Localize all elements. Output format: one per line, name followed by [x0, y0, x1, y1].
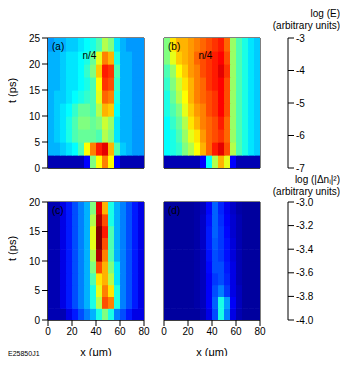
svg-text:-3.6: -3.6	[296, 267, 314, 278]
svg-text:-4.0: -4.0	[296, 315, 314, 326]
svg-text:-4: -4	[296, 65, 305, 76]
svg-text:-3.4: -3.4	[296, 244, 314, 255]
svg-text:n/4: n/4	[198, 50, 212, 61]
svg-text:40: 40	[90, 326, 102, 337]
svg-text:10: 10	[29, 256, 41, 267]
svg-text:-3.8: -3.8	[296, 291, 314, 302]
svg-text:15: 15	[29, 226, 41, 237]
svg-text:-6: -6	[296, 130, 305, 141]
html-text:(b): (b)	[168, 41, 181, 52]
svg-text:t (ps): t (ps)	[8, 78, 18, 103]
svg-text:-7: -7	[296, 163, 305, 174]
html-text:log (|Δnᵢ|²): log (|Δnᵢ|²)	[294, 174, 340, 185]
svg-text:x (μm): x (μm)	[80, 346, 111, 356]
svg-text:20: 20	[66, 326, 78, 337]
html-text:(a): (a)	[52, 41, 65, 52]
svg-text:60: 60	[114, 326, 126, 337]
html-text:(arbitrary units): (arbitrary units)	[272, 20, 340, 31]
svg-text:60: 60	[230, 326, 242, 337]
svg-text:25: 25	[29, 33, 41, 44]
svg-text:x (μm): x (μm)	[196, 346, 227, 356]
svg-text:0: 0	[34, 163, 40, 174]
svg-text:-3.0: -3.0	[296, 197, 314, 208]
html-text:(c): (c)	[52, 205, 64, 216]
html-text:(arbitrary units): (arbitrary units)	[272, 186, 340, 197]
svg-text:20: 20	[182, 326, 194, 337]
svg-text:40: 40	[206, 326, 218, 337]
svg-text:15: 15	[29, 85, 41, 96]
svg-text:0: 0	[161, 326, 167, 337]
html-text:(d): (d)	[168, 205, 181, 216]
svg-text:0: 0	[45, 326, 51, 337]
html-text:E25850J1: E25850J1	[8, 350, 40, 357]
svg-text:-3.2: -3.2	[296, 220, 314, 231]
svg-text:5: 5	[34, 137, 40, 148]
svg-text:-3: -3	[296, 33, 305, 44]
svg-text:20: 20	[29, 197, 41, 208]
svg-text:20: 20	[29, 59, 41, 70]
svg-text:t (ps): t (ps)	[8, 236, 18, 261]
svg-text:10: 10	[29, 111, 41, 122]
svg-text:n/4: n/4	[82, 50, 96, 61]
html-text:log (E): log (E)	[310, 8, 340, 19]
svg-text:80: 80	[254, 326, 266, 337]
svg-text:5: 5	[34, 285, 40, 296]
svg-text:0: 0	[34, 315, 40, 326]
svg-text:80: 80	[138, 326, 150, 337]
svg-text:-5: -5	[296, 98, 305, 109]
